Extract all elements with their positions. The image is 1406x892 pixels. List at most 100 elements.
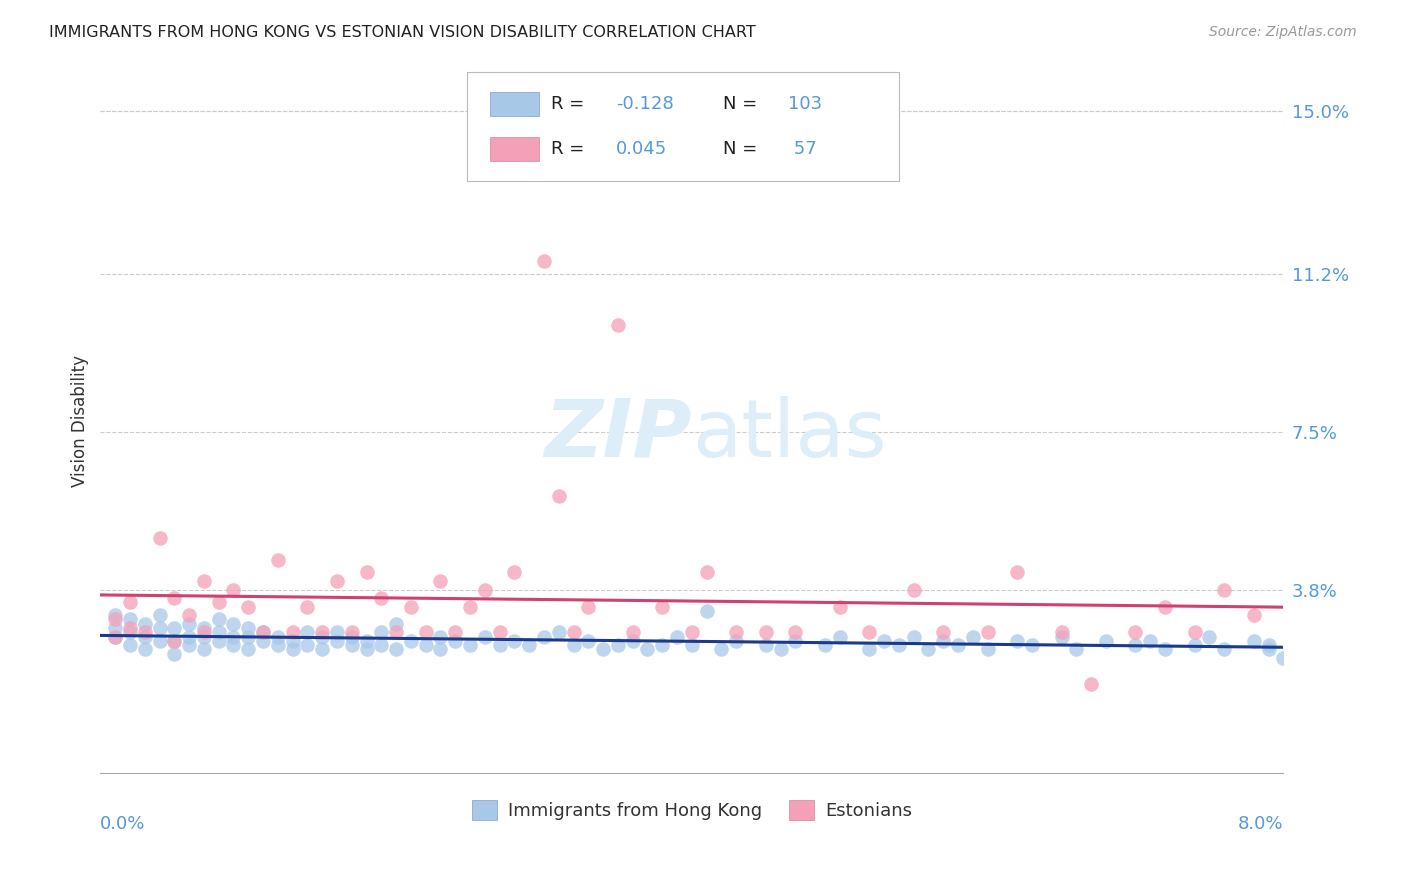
Point: [356, 633, 378, 648]
Point: [104, 612, 127, 626]
FancyBboxPatch shape: [489, 92, 540, 116]
Point: [134, 642, 156, 657]
Point: [576, 633, 599, 648]
Point: [326, 574, 349, 588]
Point: [946, 638, 969, 652]
Point: [1184, 638, 1206, 652]
Point: [118, 621, 141, 635]
Point: [163, 633, 186, 648]
Point: [385, 625, 408, 640]
Point: [134, 616, 156, 631]
Point: [917, 642, 939, 657]
Point: [267, 552, 290, 566]
Point: [1154, 642, 1177, 657]
Point: [444, 633, 467, 648]
Point: [1095, 633, 1118, 648]
Point: [785, 625, 807, 640]
Point: [356, 566, 378, 580]
Text: IMMIGRANTS FROM HONG KONG VS ESTONIAN VISION DISABILITY CORRELATION CHART: IMMIGRANTS FROM HONG KONG VS ESTONIAN VI…: [49, 25, 756, 40]
Point: [163, 647, 186, 661]
Text: 0.045: 0.045: [616, 140, 668, 158]
Point: [148, 633, 170, 648]
Point: [1243, 633, 1265, 648]
Point: [932, 633, 955, 648]
Point: [399, 599, 422, 614]
Point: [562, 638, 585, 652]
Point: [444, 625, 467, 640]
Point: [193, 574, 215, 588]
Point: [1005, 633, 1028, 648]
Point: [637, 642, 659, 657]
Point: [1021, 638, 1043, 652]
Point: [1050, 625, 1073, 640]
Point: [385, 616, 408, 631]
Point: [547, 625, 569, 640]
Y-axis label: Vision Disability: Vision Disability: [72, 355, 89, 487]
Point: [297, 599, 319, 614]
Point: [533, 253, 555, 268]
Point: [118, 612, 141, 626]
Point: [134, 625, 156, 640]
Point: [281, 642, 304, 657]
Point: [606, 318, 628, 332]
Point: [148, 621, 170, 635]
Point: [356, 642, 378, 657]
Point: [208, 633, 231, 648]
Text: N =: N =: [723, 95, 762, 113]
Point: [1257, 642, 1279, 657]
Point: [340, 630, 363, 644]
Point: [281, 625, 304, 640]
Point: [385, 642, 408, 657]
Point: [163, 633, 186, 648]
Point: [755, 638, 778, 652]
Point: [606, 638, 628, 652]
Point: [370, 638, 392, 652]
Point: [547, 489, 569, 503]
Point: [340, 638, 363, 652]
Point: [1198, 630, 1220, 644]
Point: [163, 621, 186, 635]
Point: [681, 625, 703, 640]
Point: [238, 642, 260, 657]
Point: [193, 621, 215, 635]
Point: [177, 630, 200, 644]
Point: [1184, 625, 1206, 640]
Point: [222, 630, 245, 644]
Point: [458, 599, 481, 614]
Point: [399, 633, 422, 648]
Point: [1005, 566, 1028, 580]
Point: [976, 642, 998, 657]
Point: [651, 638, 673, 652]
Point: [769, 642, 792, 657]
Point: [252, 633, 274, 648]
Point: [962, 630, 984, 644]
Point: [503, 633, 526, 648]
Point: [118, 625, 141, 640]
Point: [311, 630, 333, 644]
Text: ZIP: ZIP: [544, 396, 692, 474]
Point: [858, 642, 880, 657]
Text: atlas: atlas: [692, 396, 886, 474]
Point: [873, 633, 896, 648]
Point: [1243, 608, 1265, 623]
Point: [903, 630, 925, 644]
Text: 57: 57: [787, 140, 817, 158]
Point: [621, 633, 644, 648]
Point: [592, 642, 614, 657]
Point: [370, 625, 392, 640]
Point: [651, 599, 673, 614]
Point: [311, 642, 333, 657]
Point: [252, 625, 274, 640]
Point: [281, 633, 304, 648]
Point: [858, 625, 880, 640]
Point: [177, 638, 200, 652]
Point: [755, 625, 778, 640]
Point: [828, 630, 851, 644]
Point: [297, 625, 319, 640]
Point: [104, 621, 127, 635]
Point: [488, 625, 510, 640]
Point: [267, 630, 290, 644]
Point: [238, 630, 260, 644]
Point: [297, 638, 319, 652]
Point: [238, 599, 260, 614]
